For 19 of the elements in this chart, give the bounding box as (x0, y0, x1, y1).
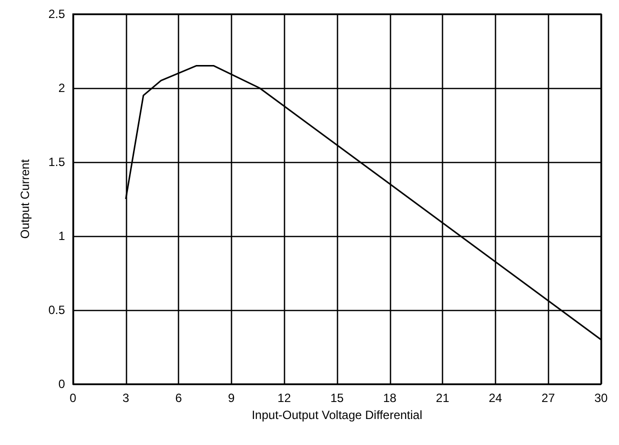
y-tick-label: 2.5 (48, 7, 66, 21)
x-tick-label: 12 (278, 391, 292, 405)
x-tick-label: 0 (70, 391, 77, 405)
x-tick-label: 6 (175, 391, 182, 405)
x-tick-label: 3 (122, 391, 130, 405)
x-tick-label: 18 (383, 391, 397, 405)
x-axis-title: Input-Output Voltage Differential (252, 408, 422, 422)
x-tick-label: 9 (228, 391, 236, 405)
x-tick-label: 27 (542, 391, 556, 405)
y-tick-label: 1.5 (48, 155, 66, 169)
y-tick-label: 2 (58, 81, 66, 95)
y-tick-label: 1 (58, 229, 66, 243)
y-tick-label: 0.5 (48, 303, 66, 317)
x-tick-label: 21 (436, 391, 450, 405)
x-tick-label: 24 (488, 391, 502, 405)
x-tick-label: 15 (330, 391, 344, 405)
y-tick-label: 0 (58, 377, 66, 391)
y-axis-title: Output Current (18, 158, 32, 239)
x-tick-label: 30 (594, 391, 608, 405)
